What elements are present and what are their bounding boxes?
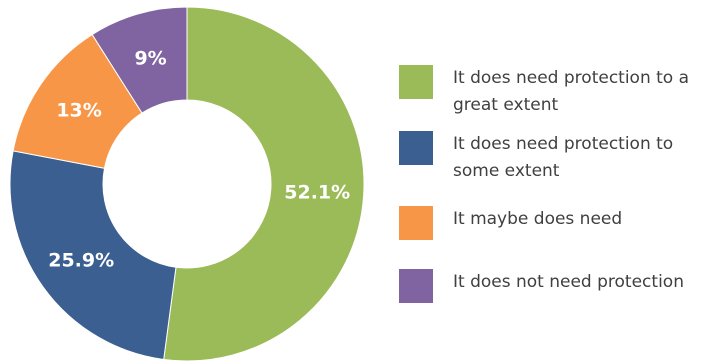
legend: It does need protection to a great exten…: [399, 0, 714, 363]
legend-label: It does need protection to some extent: [453, 134, 674, 181]
slice-value-label: 25.9%: [48, 249, 114, 271]
donut-slice: [9, 150, 177, 361]
slice-value-label: 52.1%: [284, 182, 350, 204]
legend-item: It maybe does need: [399, 206, 715, 240]
donut-slice: [91, 6, 188, 114]
donut-slice-labels: 52.1% 25.9% 13% 9%: [48, 48, 350, 272]
slice-value-label: 13%: [56, 100, 101, 122]
legend-swatch: [399, 65, 433, 99]
legend-item: It does not need protection: [399, 269, 715, 303]
legend-label: It maybe does need: [453, 209, 623, 229]
legend-swatch: [399, 269, 433, 303]
slice-value-label: 9%: [134, 48, 166, 70]
legend-item: It does need protection to a great exten…: [399, 65, 715, 119]
legend-label: It does not need protection: [453, 272, 684, 292]
legend-swatch: [399, 206, 433, 240]
legend-item: It does need protection to some extent: [399, 131, 715, 185]
donut-slice: [163, 6, 365, 362]
legend-swatch: [399, 131, 433, 165]
donut-chart: 52.1% 25.9% 13% 9%: [9, 6, 365, 362]
legend-label: It does need protection to a great exten…: [453, 68, 690, 115]
donut-slices: [9, 6, 365, 362]
donut-slice: [12, 33, 143, 169]
